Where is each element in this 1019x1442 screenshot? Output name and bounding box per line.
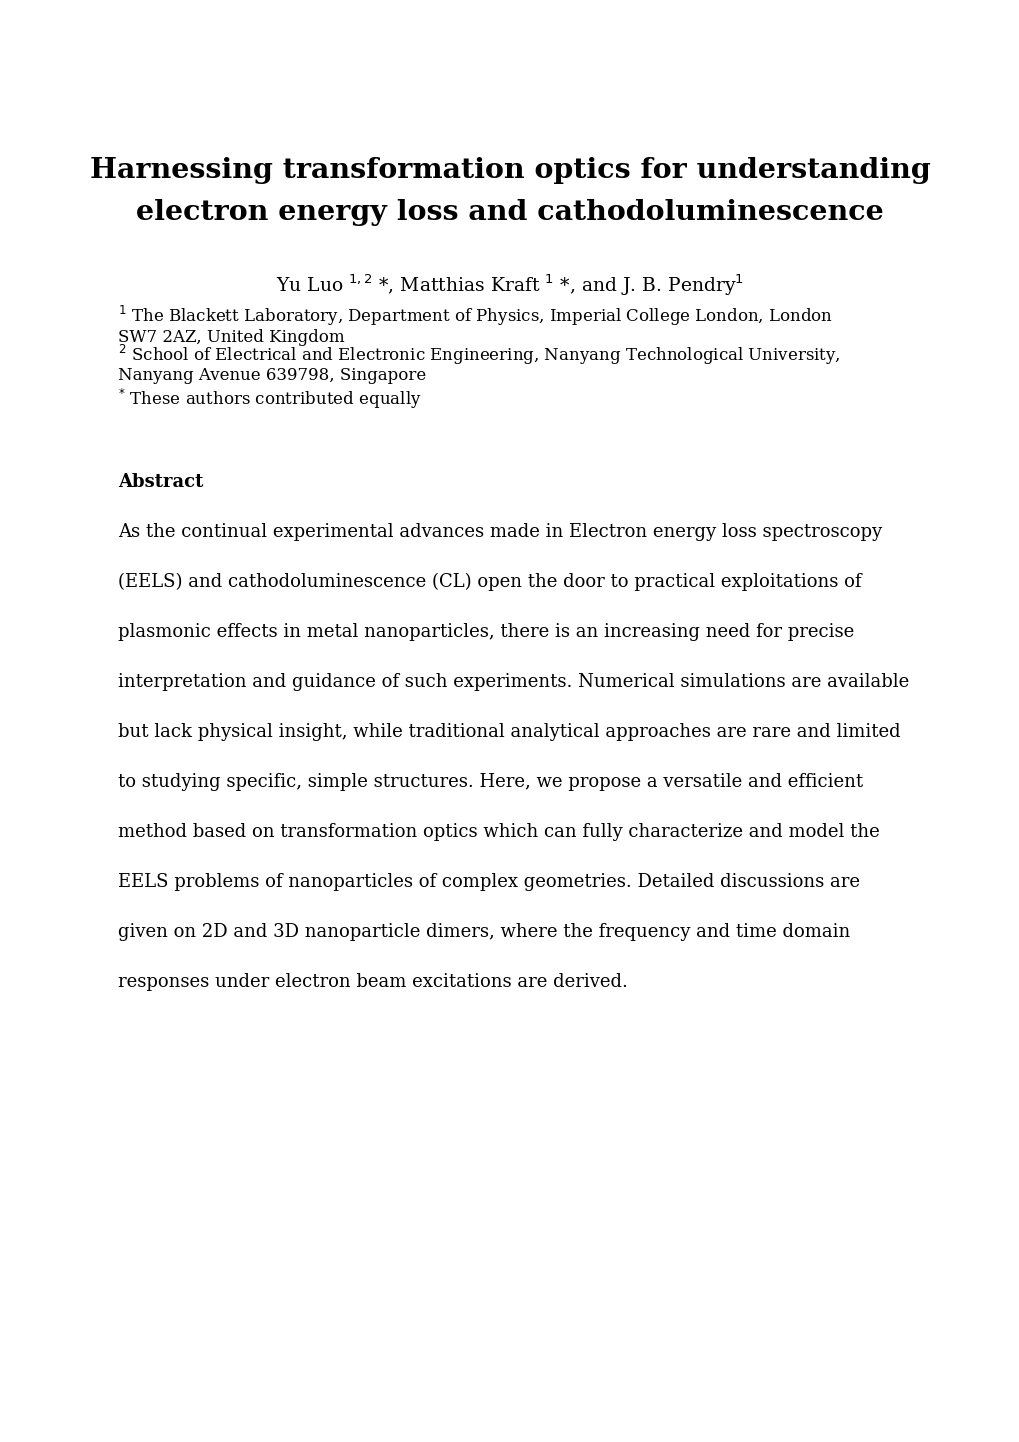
Text: given on 2D and 3D nanoparticle dimers, where the frequency and time domain: given on 2D and 3D nanoparticle dimers, …: [118, 923, 850, 942]
Text: responses under electron beam excitations are derived.: responses under electron beam excitation…: [118, 973, 628, 991]
Text: $^{2}$ School of Electrical and Electronic Engineering, Nanyang Technological Un: $^{2}$ School of Electrical and Electron…: [118, 343, 840, 368]
Text: SW7 2AZ, United Kingdom: SW7 2AZ, United Kingdom: [118, 329, 344, 346]
Text: Abstract: Abstract: [118, 473, 203, 490]
Text: plasmonic effects in metal nanoparticles, there is an increasing need for precis: plasmonic effects in metal nanoparticles…: [118, 623, 854, 642]
Text: EELS problems of nanoparticles of complex geometries. Detailed discussions are: EELS problems of nanoparticles of comple…: [118, 872, 859, 891]
Text: interpretation and guidance of such experiments. Numerical simulations are avail: interpretation and guidance of such expe…: [118, 673, 908, 691]
Text: method based on transformation optics which can fully characterize and model the: method based on transformation optics wh…: [118, 823, 879, 841]
Text: Yu Luo $^{1, 2}$ *, Matthias Kraft $^{1}$ *, and J. B. Pendry$^{1}$: Yu Luo $^{1, 2}$ *, Matthias Kraft $^{1}…: [276, 273, 743, 298]
Text: but lack physical insight, while traditional analytical approaches are rare and : but lack physical insight, while traditi…: [118, 722, 900, 741]
Text: to studying specific, simple structures. Here, we propose a versatile and effici: to studying specific, simple structures.…: [118, 773, 862, 792]
Text: Nanyang Avenue 639798, Singapore: Nanyang Avenue 639798, Singapore: [118, 368, 426, 385]
Text: As the continual experimental advances made in Electron energy loss spectroscopy: As the continual experimental advances m…: [118, 523, 881, 541]
Text: $^{*}$ These authors contributed equally: $^{*}$ These authors contributed equally: [118, 386, 421, 411]
Text: (EELS) and cathodoluminescence (CL) open the door to practical exploitations of: (EELS) and cathodoluminescence (CL) open…: [118, 572, 861, 591]
Text: $^{1}$ The Blackett Laboratory, Department of Physics, Imperial College London, : $^{1}$ The Blackett Laboratory, Departme…: [118, 304, 833, 327]
Text: electron energy loss and cathodoluminescence: electron energy loss and cathodoluminesc…: [136, 199, 883, 226]
Text: Harnessing transformation optics for understanding: Harnessing transformation optics for und…: [90, 157, 929, 185]
